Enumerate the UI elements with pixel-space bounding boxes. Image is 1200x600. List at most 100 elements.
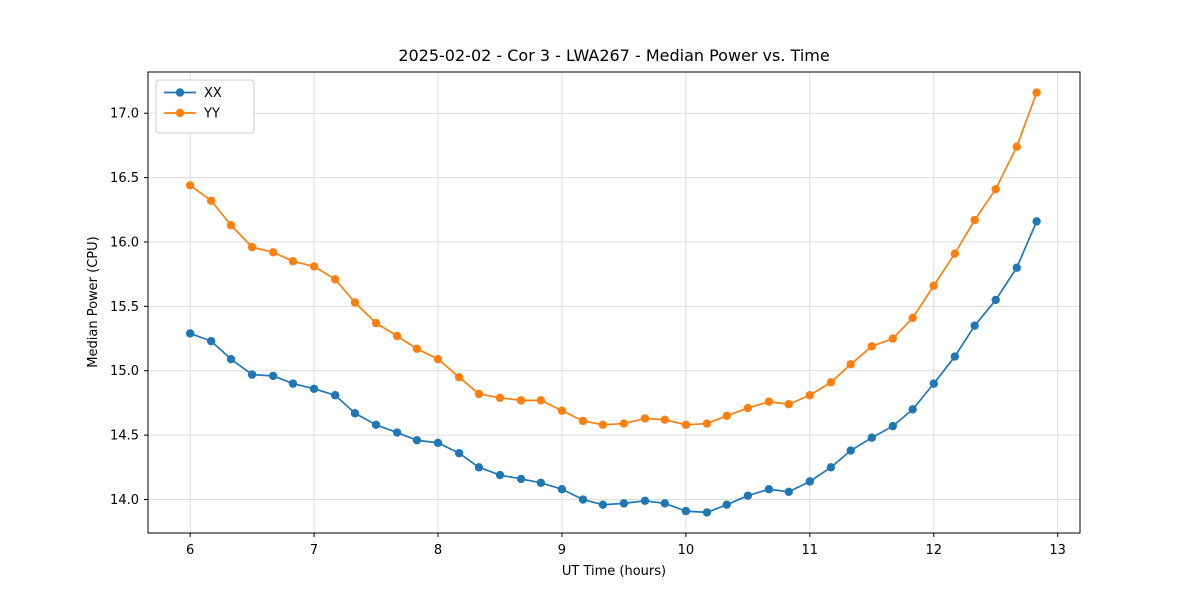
data-point-XX <box>330 391 340 400</box>
data-point-XX <box>557 485 567 494</box>
x-tick-label: 9 <box>558 543 566 558</box>
legend-marker-sample <box>175 88 185 97</box>
data-point-YY <box>288 257 298 266</box>
data-point-XX <box>474 463 484 472</box>
data-point-XX <box>722 500 731 509</box>
data-point-XX <box>867 433 876 442</box>
data-point-YY <box>640 414 650 423</box>
data-point-XX <box>743 491 753 500</box>
data-point-YY <box>805 391 815 400</box>
data-point-XX <box>454 448 464 458</box>
data-point-YY <box>226 221 236 230</box>
data-point-XX <box>764 485 774 494</box>
data-point-YY <box>970 215 979 225</box>
x-tick-label: 12 <box>925 543 942 558</box>
data-point-YY <box>950 249 960 258</box>
y-tick-label: 15.5 <box>110 300 139 315</box>
data-point-XX <box>702 508 712 517</box>
y-tick-label: 14.5 <box>110 429 139 444</box>
data-point-YY <box>350 298 360 307</box>
data-point-YY <box>371 318 381 328</box>
data-point-YY <box>784 400 793 409</box>
data-point-XX <box>516 474 526 484</box>
legend: XX YY <box>155 79 255 134</box>
x-tick-label: 6 <box>186 543 194 558</box>
data-point-YY <box>268 248 278 257</box>
y-tick-label: 17.0 <box>110 107 139 122</box>
data-point-XX <box>619 499 629 508</box>
data-point-XX <box>226 354 236 364</box>
data-point-XX <box>578 495 588 504</box>
data-point-YY <box>247 242 257 252</box>
data-point-XX <box>247 370 257 379</box>
data-point-YY <box>619 419 629 428</box>
data-point-YY <box>867 342 876 351</box>
legend-label: XX <box>204 86 222 101</box>
axes-border <box>147 71 1081 534</box>
legend-marker-sample <box>175 108 185 118</box>
data-point-YY <box>1032 88 1041 97</box>
data-point-YY <box>598 420 608 430</box>
data-point-XX <box>392 428 402 437</box>
data-point-XX <box>495 470 505 480</box>
y-tick-label: 16.0 <box>110 235 139 250</box>
data-point-YY <box>681 420 691 430</box>
data-point-XX <box>268 371 278 381</box>
data-point-XX <box>929 379 938 388</box>
chart-title: 2025-02-02 - Cor 3 - LWA267 - Median Pow… <box>398 46 829 65</box>
data-point-XX <box>681 506 691 516</box>
data-point-YY <box>557 406 567 415</box>
data-point-XX <box>433 438 443 448</box>
data-point-YY <box>826 378 836 387</box>
data-point-YY <box>1012 142 1021 151</box>
data-point-XX <box>660 499 670 508</box>
y-axis-label: Median Power (CPU) <box>86 236 101 367</box>
data-point-YY <box>578 416 588 426</box>
y-tick-label: 15.0 <box>110 364 139 379</box>
data-point-YY <box>495 393 505 402</box>
data-point-XX <box>288 379 298 388</box>
x-tick-label: 13 <box>1049 543 1066 558</box>
data-point-XX <box>598 500 608 509</box>
data-point-YY <box>536 396 546 405</box>
data-point-YY <box>743 403 753 413</box>
data-point-XX <box>412 436 422 445</box>
data-point-YY <box>660 415 670 424</box>
data-point-YY <box>888 334 898 343</box>
data-point-XX <box>1012 263 1021 272</box>
data-point-YY <box>722 411 731 421</box>
data-point-XX <box>970 321 979 330</box>
series-line-YY <box>189 92 1038 426</box>
data-point-YY <box>991 184 1000 194</box>
data-point-YY <box>474 389 484 399</box>
data-point-YY <box>908 313 917 323</box>
data-point-YY <box>454 372 464 382</box>
x-tick-label: 8 <box>434 543 442 558</box>
data-point-XX <box>950 352 960 361</box>
data-point-YY <box>412 344 422 354</box>
data-point-XX <box>640 496 650 506</box>
data-point-XX <box>784 487 793 496</box>
data-point-YY <box>185 181 195 190</box>
data-point-XX <box>536 478 546 487</box>
data-series <box>185 88 1041 517</box>
y-tick-label: 16.5 <box>110 171 139 186</box>
data-point-XX <box>846 446 855 455</box>
data-point-YY <box>764 397 774 406</box>
data-point-XX <box>991 295 1000 305</box>
data-point-YY <box>433 354 443 364</box>
data-point-XX <box>888 421 898 431</box>
data-point-XX <box>309 384 319 393</box>
data-point-YY <box>929 281 938 290</box>
data-point-YY <box>516 396 526 405</box>
data-point-YY <box>207 196 216 205</box>
data-point-XX <box>826 463 836 472</box>
data-point-YY <box>330 275 340 284</box>
data-point-XX <box>1032 217 1041 226</box>
data-point-YY <box>392 331 402 341</box>
x-tick-label: 10 <box>678 543 695 558</box>
data-point-XX <box>207 336 216 346</box>
data-point-YY <box>309 262 319 271</box>
x-tick-label: 11 <box>802 543 819 558</box>
